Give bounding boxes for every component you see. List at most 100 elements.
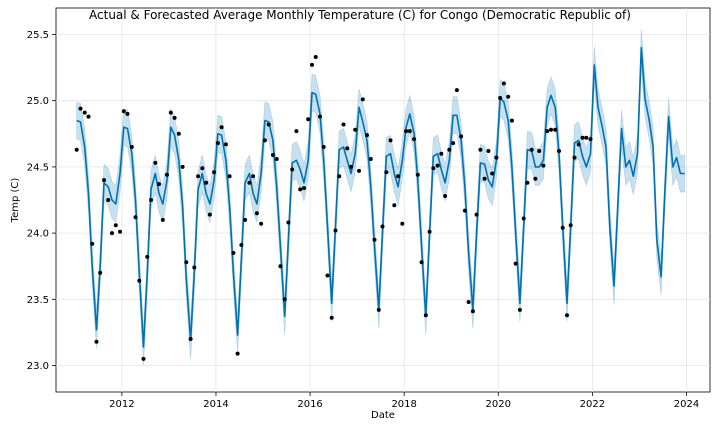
actual-point [333, 228, 338, 233]
actual-point [168, 110, 173, 115]
forecast-line [76, 46, 685, 348]
actual-point [415, 172, 420, 177]
actual-point [157, 182, 161, 187]
actual-point [192, 265, 197, 270]
actual-point [313, 55, 318, 59]
actual-point [219, 125, 224, 130]
actual-point [494, 155, 499, 160]
actual-point [137, 278, 142, 283]
y-tick-label: 24.0 [27, 229, 49, 240]
actual-point [254, 211, 259, 216]
actual-point [318, 114, 322, 119]
actual-point [490, 171, 495, 176]
actual-point [207, 212, 212, 217]
actual-point [215, 141, 220, 146]
actual-point [176, 131, 181, 136]
actual-point [94, 339, 99, 344]
actual-point [537, 149, 542, 153]
y-axis-label: Temp (C) [10, 178, 21, 224]
actual-point [423, 313, 428, 318]
actual-point [290, 167, 295, 172]
actual-point [470, 309, 475, 314]
actual-point [118, 229, 122, 234]
actual-point [482, 176, 487, 181]
actual-point [345, 146, 350, 151]
actual-point [306, 117, 311, 122]
y-tick-label: 25.5 [27, 30, 49, 41]
actual-point [223, 142, 228, 147]
actual-point [549, 127, 553, 132]
actual-point [541, 163, 546, 168]
actual-point [478, 147, 483, 152]
y-tick-label: 25.0 [27, 96, 49, 107]
actual-point [584, 135, 589, 140]
actual-point [513, 261, 518, 266]
actual-point [294, 129, 299, 134]
x-tick-label: 2024 [674, 399, 699, 410]
actual-point [266, 122, 271, 127]
actual-point [412, 137, 417, 142]
actual-point [360, 97, 365, 102]
actual-point [180, 164, 185, 169]
actual-point [553, 127, 558, 132]
forecast-line-group [76, 46, 685, 348]
x-axis-label: Date [371, 410, 395, 421]
x-tick-label: 2014 [203, 399, 228, 410]
actual-point [149, 198, 153, 202]
actual-point [357, 168, 361, 173]
actual-point [243, 217, 248, 222]
actual-point [396, 174, 401, 179]
actual-point [486, 149, 491, 153]
actual-point [160, 217, 165, 222]
actual-point [560, 225, 565, 230]
actual-point [231, 251, 236, 255]
actual-point [451, 141, 456, 146]
actual-point [196, 174, 201, 179]
actual-point [506, 94, 511, 99]
actual-point [419, 260, 424, 265]
actual-point [557, 149, 561, 153]
actual-point [212, 170, 217, 175]
actual-point [565, 313, 569, 318]
actual-point [576, 142, 581, 147]
actual-point [454, 88, 459, 93]
actual-point [286, 220, 291, 225]
actual-point [121, 109, 126, 114]
actual-point [349, 164, 353, 169]
actual-point [86, 114, 91, 119]
y-tick-label: 24.5 [27, 162, 49, 173]
actual-point [239, 243, 244, 247]
x-tick-label: 2016 [297, 399, 322, 410]
actual-point [153, 160, 158, 165]
actual-point [133, 215, 138, 220]
actual-point [353, 127, 358, 132]
actual-point [368, 157, 373, 161]
actual-point [184, 260, 189, 265]
chart-title: Actual & Forecasted Average Monthly Temp… [89, 8, 631, 22]
x-tick-label: 2020 [486, 399, 511, 410]
actual-point [498, 96, 503, 100]
plot-area [55, 7, 711, 393]
actual-point [102, 178, 106, 183]
actual-point [165, 172, 169, 177]
actual-point [372, 237, 377, 242]
actual-point [204, 180, 209, 185]
actual-point [568, 223, 573, 228]
actual-point [521, 216, 526, 221]
actual-point [106, 198, 111, 202]
actual-point [588, 137, 593, 142]
actual-point [188, 337, 193, 341]
y-axis-ticks: 23.0 23.5 24.0 24.5 25.0 25.5 [27, 30, 56, 372]
actual-point [365, 133, 369, 138]
actual-point [110, 231, 114, 236]
x-tick-label: 2022 [580, 399, 605, 410]
actual-point [251, 174, 256, 179]
actual-point [329, 315, 334, 320]
actual-point [462, 208, 467, 213]
x-tick-label: 2018 [391, 399, 416, 410]
actual-point [341, 122, 346, 127]
actual-point [580, 135, 585, 140]
actual-point [247, 180, 252, 185]
actual-point [262, 138, 267, 143]
